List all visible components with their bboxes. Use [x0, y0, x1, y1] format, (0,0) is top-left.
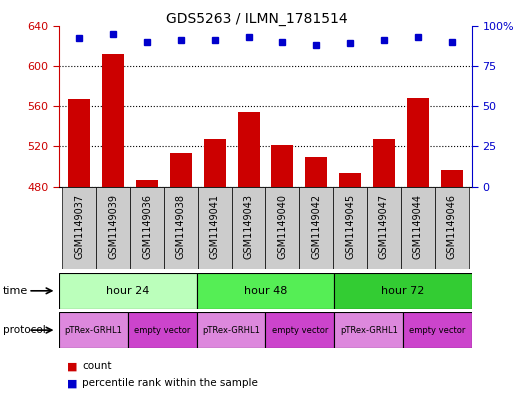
- Bar: [196, 273, 334, 309]
- Text: GSM1149036: GSM1149036: [142, 194, 152, 259]
- Bar: [367, 187, 401, 269]
- Text: GSM1149040: GSM1149040: [278, 194, 287, 259]
- Bar: [136, 180, 158, 187]
- Text: hour 24: hour 24: [106, 286, 149, 296]
- Text: protocol: protocol: [3, 325, 45, 335]
- Bar: [339, 173, 361, 187]
- Bar: [63, 187, 96, 269]
- Text: GSM1149043: GSM1149043: [244, 194, 253, 259]
- Text: GSM1149046: GSM1149046: [447, 194, 457, 259]
- Text: hour 48: hour 48: [244, 286, 287, 296]
- Bar: [238, 112, 260, 187]
- Bar: [96, 187, 130, 269]
- Bar: [170, 153, 192, 187]
- Bar: [68, 99, 90, 187]
- Bar: [232, 187, 266, 269]
- Text: GSM1149042: GSM1149042: [311, 194, 321, 259]
- Bar: [435, 187, 468, 269]
- Bar: [271, 145, 293, 187]
- Text: time: time: [3, 286, 28, 296]
- Bar: [266, 187, 299, 269]
- Text: pTRex-GRHL1: pTRex-GRHL1: [65, 326, 122, 334]
- Bar: [59, 312, 128, 348]
- Bar: [266, 312, 334, 348]
- Bar: [59, 273, 196, 309]
- Bar: [204, 140, 226, 187]
- Text: GSM1149041: GSM1149041: [210, 194, 220, 259]
- Bar: [128, 312, 196, 348]
- Text: GSM1149038: GSM1149038: [176, 194, 186, 259]
- Text: percentile rank within the sample: percentile rank within the sample: [82, 378, 258, 388]
- Bar: [198, 187, 232, 269]
- Bar: [130, 187, 164, 269]
- Text: empty vector: empty vector: [272, 326, 328, 334]
- Text: GSM1149045: GSM1149045: [345, 194, 355, 259]
- Bar: [403, 312, 472, 348]
- Bar: [305, 158, 327, 187]
- Text: pTRex-GRHL1: pTRex-GRHL1: [202, 326, 260, 334]
- Bar: [334, 312, 403, 348]
- Text: GDS5263 / ILMN_1781514: GDS5263 / ILMN_1781514: [166, 12, 347, 26]
- Bar: [299, 187, 333, 269]
- Bar: [401, 187, 435, 269]
- Bar: [164, 187, 198, 269]
- Bar: [441, 169, 463, 187]
- Text: GSM1149047: GSM1149047: [379, 194, 389, 259]
- Bar: [333, 187, 367, 269]
- Text: empty vector: empty vector: [409, 326, 466, 334]
- Text: GSM1149044: GSM1149044: [413, 194, 423, 259]
- Bar: [373, 140, 395, 187]
- Bar: [334, 273, 472, 309]
- Bar: [102, 54, 124, 187]
- Text: ■: ■: [67, 378, 77, 388]
- Text: ■: ■: [67, 361, 77, 371]
- Bar: [196, 312, 266, 348]
- Text: hour 72: hour 72: [382, 286, 425, 296]
- Text: GSM1149039: GSM1149039: [108, 194, 118, 259]
- Text: count: count: [82, 361, 112, 371]
- Text: empty vector: empty vector: [134, 326, 190, 334]
- Bar: [407, 98, 429, 187]
- Text: GSM1149037: GSM1149037: [74, 194, 84, 259]
- Text: pTRex-GRHL1: pTRex-GRHL1: [340, 326, 398, 334]
